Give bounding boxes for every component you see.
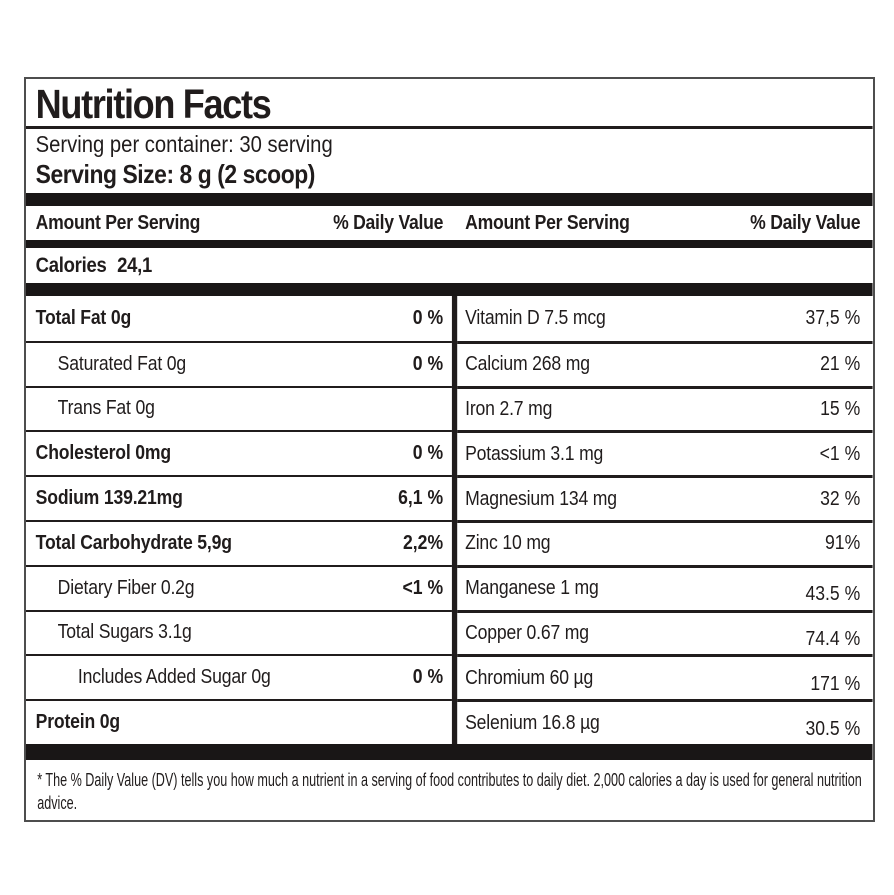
amount-per-serving-header-left: Amount Per Serving	[35, 211, 201, 234]
nutrient-daily-value: 0 %	[412, 352, 444, 375]
calories-row: Calories 24,1	[26, 248, 873, 283]
nutrient-row: Iron 2.7 mg 15 %	[457, 385, 873, 431]
serving-size: Serving Size: 8 g (2 scoop)	[35, 159, 316, 189]
nutrient-row: Magnesium 134 mg 32 %	[457, 475, 873, 520]
nutrient-row: Potassium 3.1 mg <1 %	[457, 430, 873, 475]
nutrient-name: Zinc 10 mg	[465, 532, 551, 555]
nutrient-daily-value: 43.5 %	[805, 583, 861, 606]
nutrient-name: Saturated Fat 0g	[57, 352, 186, 375]
nutrient-name: Copper 0.67 mg	[465, 621, 589, 644]
nutrient-name: Selenium 16.8 µg	[465, 711, 600, 734]
nutrient-row: Total Fat 0g 0 %	[26, 296, 452, 341]
title-rule	[26, 126, 873, 129]
servings-per-container: Serving per container: 30 serving	[35, 131, 333, 157]
nutrient-daily-value: 0 %	[412, 666, 444, 689]
label-title: Nutrition Facts	[35, 81, 272, 127]
nutrient-row: Chromium 60 µg 171 %	[457, 654, 873, 699]
nutrient-name: Magnesium 134 mg	[465, 487, 617, 510]
nutrient-name: Trans Fat 0g	[57, 397, 155, 420]
nutrient-name: Calcium 268 mg	[465, 353, 590, 376]
nutrient-daily-value: 0 %	[412, 442, 444, 465]
nutrient-row: Calcium 268 mg 21 %	[457, 340, 873, 386]
column-header-row: Amount Per Serving % Daily Value Amount …	[26, 206, 873, 240]
daily-value-footnote: * The % Daily Value (DV) tells you how m…	[37, 769, 862, 813]
nutrient-name: Sodium 139.21mg	[35, 487, 183, 510]
nutrient-name: Total Carbohydrate 5,9g	[35, 531, 232, 554]
nutrient-row: Saturated Fat 0g 0 %	[26, 340, 452, 386]
nutrition-facts-label: Nutrition Facts Serving per container: 3…	[24, 77, 875, 822]
nutrient-name: Cholesterol 0mg	[35, 442, 171, 465]
separator-bar-medium	[26, 240, 873, 248]
nutrient-name: Iron 2.7 mg	[465, 397, 553, 420]
separator-bar-thick	[26, 283, 873, 296]
nutrient-daily-value: 6,1 %	[398, 487, 444, 510]
nutrient-row: Cholesterol 0mg 0 %	[26, 430, 452, 475]
nutrient-name: Potassium 3.1 mg	[465, 442, 604, 465]
nutrient-daily-value: 15 %	[820, 397, 861, 420]
nutrient-daily-value: 2,2%	[402, 531, 444, 554]
nutrient-name: Vitamin D 7.5 mcg	[465, 306, 606, 329]
nutrient-row: Protein 0g	[26, 699, 452, 744]
nutrient-daily-value: 171 %	[810, 672, 861, 695]
separator-bar-bottom	[26, 743, 873, 760]
nutrient-daily-value: <1 %	[402, 576, 444, 599]
column-divider	[451, 296, 458, 744]
nutrient-daily-value: 32 %	[820, 487, 861, 510]
nutrient-row: Vitamin D 7.5 mcg 37,5 %	[457, 296, 872, 341]
amount-per-serving-header-right: Amount Per Serving	[465, 211, 630, 234]
nutrient-row: Trans Fat 0g	[26, 385, 452, 431]
nutrient-daily-value: 91%	[825, 532, 861, 555]
nutrient-row: Includes Added Sugar 0g 0 %	[26, 654, 452, 699]
nutrient-name: Total Sugars 3.1g	[57, 621, 192, 644]
nutrient-daily-value: 74.4 %	[805, 627, 861, 650]
nutrient-row: Total Sugars 3.1g	[26, 609, 452, 655]
nutrient-name: Dietary Fiber 0.2g	[57, 576, 195, 599]
daily-value-header-right: % Daily Value	[750, 211, 861, 234]
nutrient-row: Sodium 139.21mg 6,1 %	[26, 475, 452, 520]
nutrient-daily-value: 21 %	[820, 353, 861, 376]
nutrient-row: Zinc 10 mg 91%	[457, 519, 873, 565]
daily-value-header-left: % Daily Value	[333, 211, 444, 234]
right-column: Vitamin D 7.5 mcg 37,5 % Calcium 268 mg …	[457, 296, 873, 744]
nutrient-row: Selenium 16.8 µg 30.5 %	[457, 699, 873, 744]
nutrient-daily-value: 30.5 %	[805, 717, 861, 740]
nutrient-row: Copper 0.67 mg 74.4 %	[457, 609, 873, 655]
nutrient-name: Includes Added Sugar 0g	[77, 666, 271, 689]
calories-label: Calories	[35, 253, 107, 277]
nutrient-row: Dietary Fiber 0.2g <1 %	[26, 564, 452, 610]
nutrient-name: Chromium 60 µg	[465, 666, 594, 689]
nutrient-daily-value: <1 %	[819, 442, 861, 465]
nutrient-name: Protein 0g	[35, 711, 120, 734]
nutrients-table: Total Fat 0g 0 % Saturated Fat 0g 0 % Tr…	[26, 296, 873, 744]
left-column: Total Fat 0g 0 % Saturated Fat 0g 0 % Tr…	[26, 296, 452, 744]
nutrient-daily-value: 0 %	[412, 306, 444, 329]
separator-bar-thick	[26, 193, 873, 206]
nutrient-row: Manganese 1 mg 43.5 %	[457, 564, 873, 610]
nutrient-name: Manganese 1 mg	[465, 577, 599, 600]
nutrient-row: Total Carbohydrate 5,9g 2,2%	[26, 519, 452, 565]
nutrient-name: Total Fat 0g	[35, 306, 132, 329]
calories-value: 24,1	[117, 253, 152, 277]
nutrient-daily-value: 37,5 %	[805, 306, 861, 329]
